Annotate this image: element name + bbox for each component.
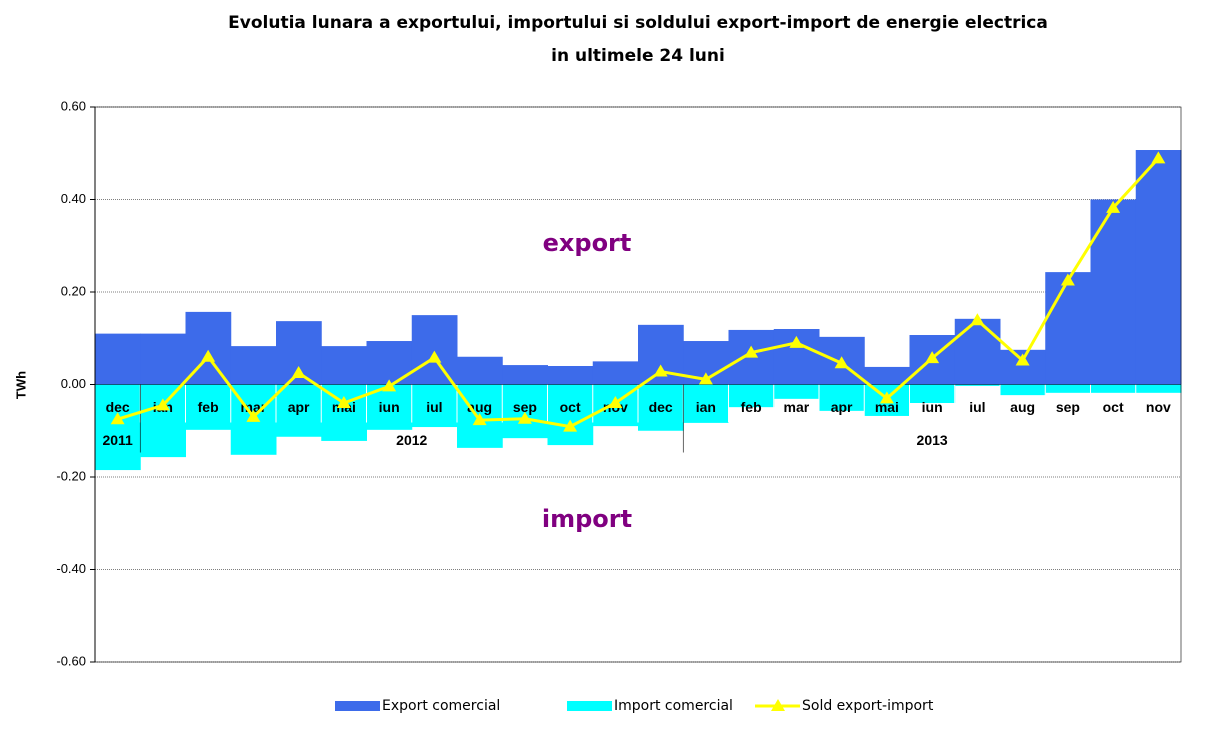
bar [683,384,729,423]
x-tick-label: apr [288,399,310,415]
x-group-label: 2013 [917,432,948,448]
bar [638,384,684,431]
bar [954,318,1001,385]
marker [246,409,261,422]
x-group-label: 2011 [102,432,133,448]
x-tick-label: dec [649,399,673,415]
bar [185,384,232,430]
chart-title: Evolutia lunara a exportului, importului… [228,13,1048,33]
bar [773,384,820,399]
bar [1000,384,1046,396]
marker [1015,353,1030,366]
legend-swatch [567,701,612,711]
legend-label: Import comercial [614,698,733,714]
chart-title: in ultimele 24 luni [551,46,725,66]
bar [1090,199,1137,385]
bar [230,346,277,385]
marker [201,349,216,362]
bar [1090,384,1137,393]
legend-label: Export comercial [382,698,500,714]
x-tick-label: iun [379,399,400,415]
y-tick-label: 0.40 [61,191,86,206]
x-tick-label: iul [969,399,985,415]
x-tick-label: mar [784,399,810,415]
x-tick-label: iun [922,399,943,415]
line [117,157,1160,429]
bar [1045,272,1091,385]
legend-swatch [771,699,785,711]
x-tick-label: iul [426,399,442,415]
marker [1106,200,1121,213]
y-tick-label: -0.20 [56,468,86,483]
x-tick-label: feb [198,399,219,415]
marker [336,396,351,408]
bar [411,315,458,385]
bar [140,333,186,385]
marker [744,345,759,358]
x-tick-label: sep [513,399,537,415]
y-tick-label: -0.60 [56,653,86,668]
marker [472,413,487,426]
y-axis-label: TWh [13,371,28,399]
marker [970,313,985,326]
marker [698,372,713,385]
x-group-label: 2012 [396,432,427,448]
marker [789,335,804,348]
bar [95,333,141,385]
marker [291,365,306,378]
bar [909,384,956,403]
y-tick-label: 0.60 [61,98,86,113]
bar [411,384,458,428]
marker [110,412,125,425]
y-tick-label: -0.40 [56,561,86,576]
marker [427,350,442,363]
marker [925,351,940,364]
bar [547,384,594,446]
x-tick-label: apr [831,399,853,415]
marker [155,398,170,411]
bar [140,384,186,458]
y-tick-label: 0.00 [61,376,86,391]
bar [276,384,322,437]
y-tick-label: 0.20 [61,283,86,298]
x-tick-label: sep [1056,399,1080,415]
marker [382,379,397,392]
marker [879,391,894,404]
bar [457,356,503,385]
bar [819,384,865,411]
marker [517,411,532,424]
bar [321,346,367,385]
x-tick-label: feb [741,399,762,415]
marker [608,396,623,408]
bar [864,366,910,385]
bar [502,365,548,385]
bar [502,384,548,439]
marker [563,419,578,432]
annotation: export [543,229,632,257]
bar [592,361,639,385]
x-tick-label: dec [106,399,130,415]
bar [1045,384,1091,393]
bar [954,384,1001,386]
legend-label: Sold export-import [802,698,934,714]
x-tick-label: aug [1010,399,1035,415]
bar [1135,384,1182,393]
x-tick-label: oct [560,399,581,415]
marker [653,364,668,377]
bar [1135,150,1182,385]
bar [366,341,413,385]
marker [1151,151,1166,164]
bar [728,384,775,408]
marker [1060,273,1075,286]
x-tick-label: ian [696,399,716,415]
marker [834,356,849,369]
x-tick-label: oct [1103,399,1124,415]
x-tick-label: nov [1146,399,1171,415]
plot-frame [94,106,1182,663]
bar [95,384,141,471]
annotation: import [542,505,632,533]
legend-swatch [335,701,380,711]
bar [547,366,594,385]
